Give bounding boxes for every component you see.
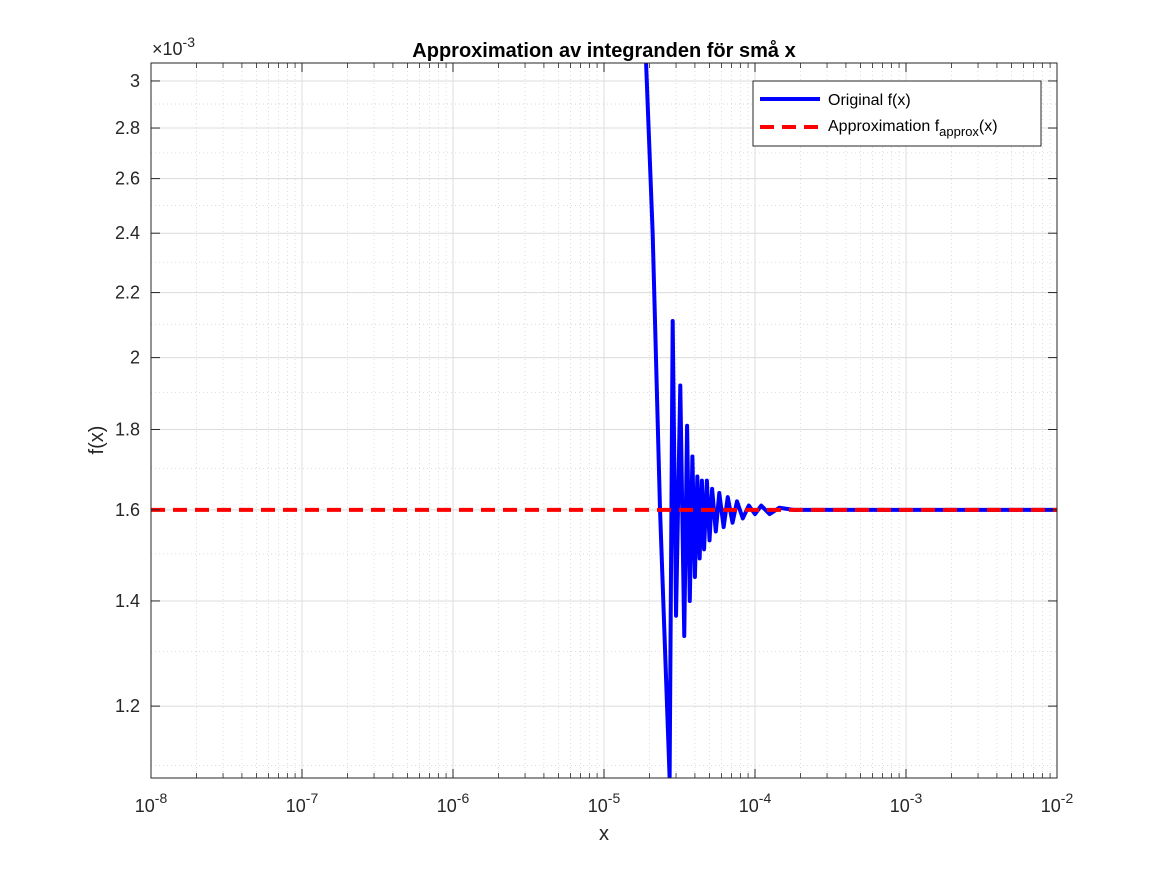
y-tick-label: 2.4 [115,223,140,243]
chart-title: Approximation av integranden för små x [412,39,795,62]
x-tick-label: 10-7 [286,790,319,816]
legend: Original f(x) Approximation fapprox(x) [752,80,1042,147]
y-axis-label: f(x) [86,426,108,455]
y-tick-label: 3 [130,71,140,91]
x-axis-label: x [599,823,609,845]
y-tick-label: 1.2 [115,696,140,716]
y-tick-labels: 1.2 1.4 1.6 1.8 2 2.2 2.4 2.6 2.8 3 [115,71,140,716]
y-tick-label: 1.4 [115,591,140,611]
y-exponent-label: ×10-3 [152,34,195,59]
y-tick-label: 1.8 [115,419,140,439]
x-tick-label: 10-8 [135,790,168,816]
x-tick-label: 10-4 [739,790,772,816]
y-tick-label: 1.6 [115,500,140,520]
y-tick-label: 2.8 [115,118,140,138]
y-tick-label: 2.6 [115,169,140,189]
series-original-line [644,63,1057,778]
series-layer [151,63,1057,778]
x-tick-label: 10-6 [437,790,470,816]
tick-marks [150,63,1058,778]
legend-entry-approximation: Approximation fapprox(x) [828,118,998,139]
x-tick-label: 10-5 [588,790,621,816]
legend-entry-original: Original f(x) [828,92,911,109]
y-tick-label: 2 [130,348,140,368]
x-tick-labels: 10-8 10-7 10-6 10-5 10-4 10-3 10-2 [135,790,1074,816]
y-tick-label: 2.2 [115,283,140,303]
legend-box [752,80,1042,147]
x-tick-label: 10-2 [1041,790,1074,816]
x-tick-label: 10-3 [890,790,923,816]
